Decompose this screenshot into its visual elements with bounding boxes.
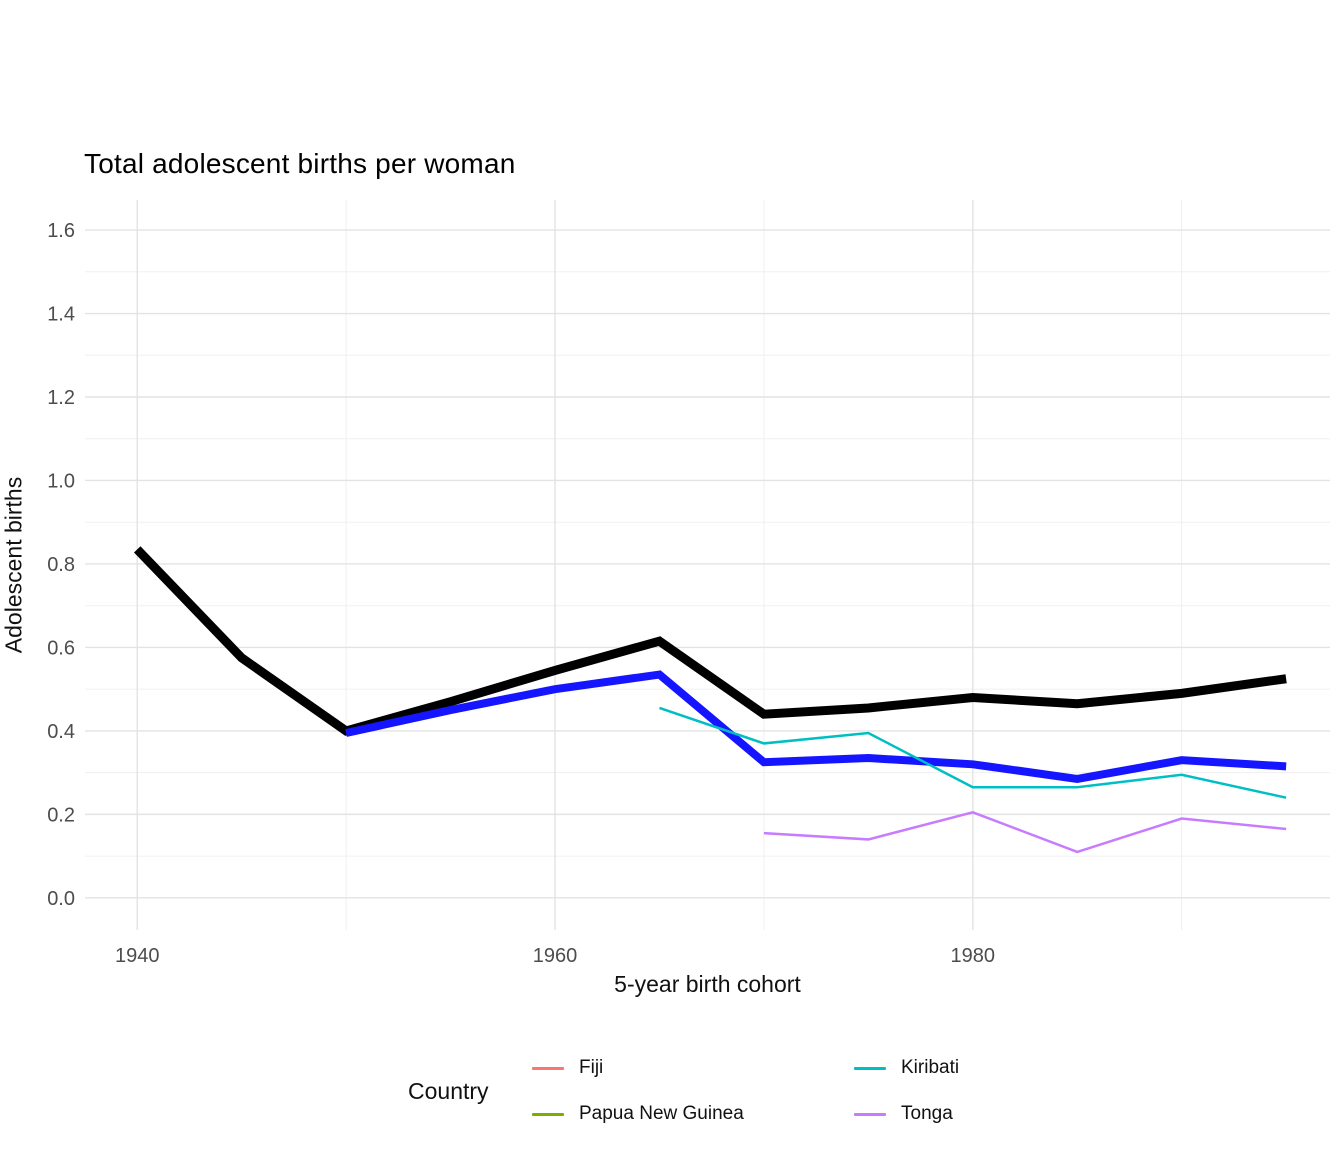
- y-tick-label: 1.6: [47, 220, 75, 242]
- y-tick-label: 0.2: [47, 804, 75, 826]
- legend-item-papua-new-guinea: Papua New Guinea: [532, 1091, 854, 1137]
- y-tick-label: 1.0: [47, 470, 75, 492]
- legend-key-line: [854, 1066, 886, 1070]
- legend-title: Country: [408, 1078, 489, 1104]
- legend-item-label: Fiji: [579, 1057, 604, 1078]
- legend-item-label: Papua New Guinea: [579, 1103, 744, 1124]
- y-tick-label: 0.6: [47, 637, 75, 659]
- x-axis-title: 5-year birth cohort: [614, 971, 801, 997]
- series-line-tonga: [763, 810, 1287, 854]
- legend-item-label: Kiribati: [901, 1057, 960, 1078]
- legend-key-line: [532, 1112, 564, 1116]
- legend-item-tonga: Tonga: [854, 1091, 959, 1137]
- x-tick-label: 1960: [533, 945, 578, 967]
- legend-item-kiribati: Kiribati: [854, 1045, 959, 1091]
- x-tick-label: 1940: [115, 945, 160, 967]
- y-tick-label: 0.0: [47, 888, 75, 910]
- y-tick-label: 1.2: [47, 387, 75, 409]
- legend-key-line: [532, 1066, 564, 1070]
- y-tick-label: 0.4: [47, 721, 75, 743]
- x-tick-label: 1980: [951, 945, 996, 967]
- series-line-kiribati: [659, 706, 1287, 799]
- y-tick-label: 1.4: [47, 304, 75, 326]
- chart-title: Total adolescent births per woman: [84, 148, 516, 179]
- legend-item-label: Tonga: [901, 1103, 953, 1124]
- series-line-thick-black: [133, 546, 1287, 736]
- legend-items: Fiji Papua New Guinea Kiribati Tonga: [532, 1045, 959, 1137]
- legend-key-line: [854, 1112, 886, 1116]
- y-axis-title: Adolescent births: [0, 476, 27, 654]
- legend-item-fiji: Fiji: [532, 1045, 854, 1091]
- y-tick-label: 0.8: [47, 554, 75, 576]
- series-line-thick-blue: [345, 670, 1287, 783]
